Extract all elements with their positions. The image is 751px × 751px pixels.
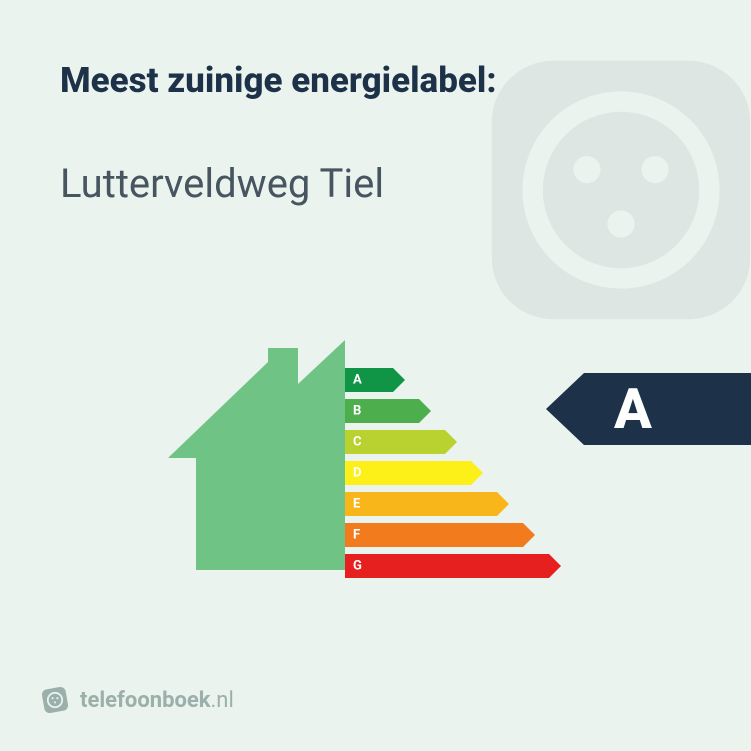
energy-bar-label: A bbox=[353, 373, 362, 388]
energy-bar-c: C bbox=[345, 430, 561, 454]
energy-label-chart: A B C D E F G bbox=[160, 340, 590, 600]
rating-badge: A bbox=[536, 368, 751, 450]
energy-bar-d: D bbox=[345, 461, 561, 485]
energy-bar-a: A bbox=[345, 368, 561, 392]
location-subtitle: Lutterveldweg Tiel bbox=[60, 160, 384, 207]
energy-bar-label: G bbox=[353, 559, 362, 574]
house-icon bbox=[160, 340, 345, 574]
energy-bar-f: F bbox=[345, 523, 561, 547]
footer-brand-name: telefoonboek bbox=[80, 688, 211, 713]
energy-bar-e: E bbox=[345, 492, 561, 516]
energy-bar-label: E bbox=[353, 497, 360, 512]
brand-logo-icon bbox=[40, 685, 70, 715]
footer-brand-tld: .nl bbox=[211, 688, 234, 713]
rating-letter: A bbox=[614, 381, 652, 437]
footer-brand: telefoonboek.nl bbox=[40, 685, 234, 715]
energy-bar-label: C bbox=[353, 435, 362, 450]
energy-bar-g: G bbox=[345, 554, 561, 578]
energy-bar-label: F bbox=[353, 528, 360, 543]
energy-bars: A B C D E F G bbox=[345, 368, 561, 578]
page-title: Meest zuinige energielabel: bbox=[60, 60, 497, 101]
energy-bar-label: D bbox=[353, 466, 361, 481]
energy-bar-b: B bbox=[345, 399, 561, 423]
energy-bar-label: B bbox=[353, 404, 361, 419]
